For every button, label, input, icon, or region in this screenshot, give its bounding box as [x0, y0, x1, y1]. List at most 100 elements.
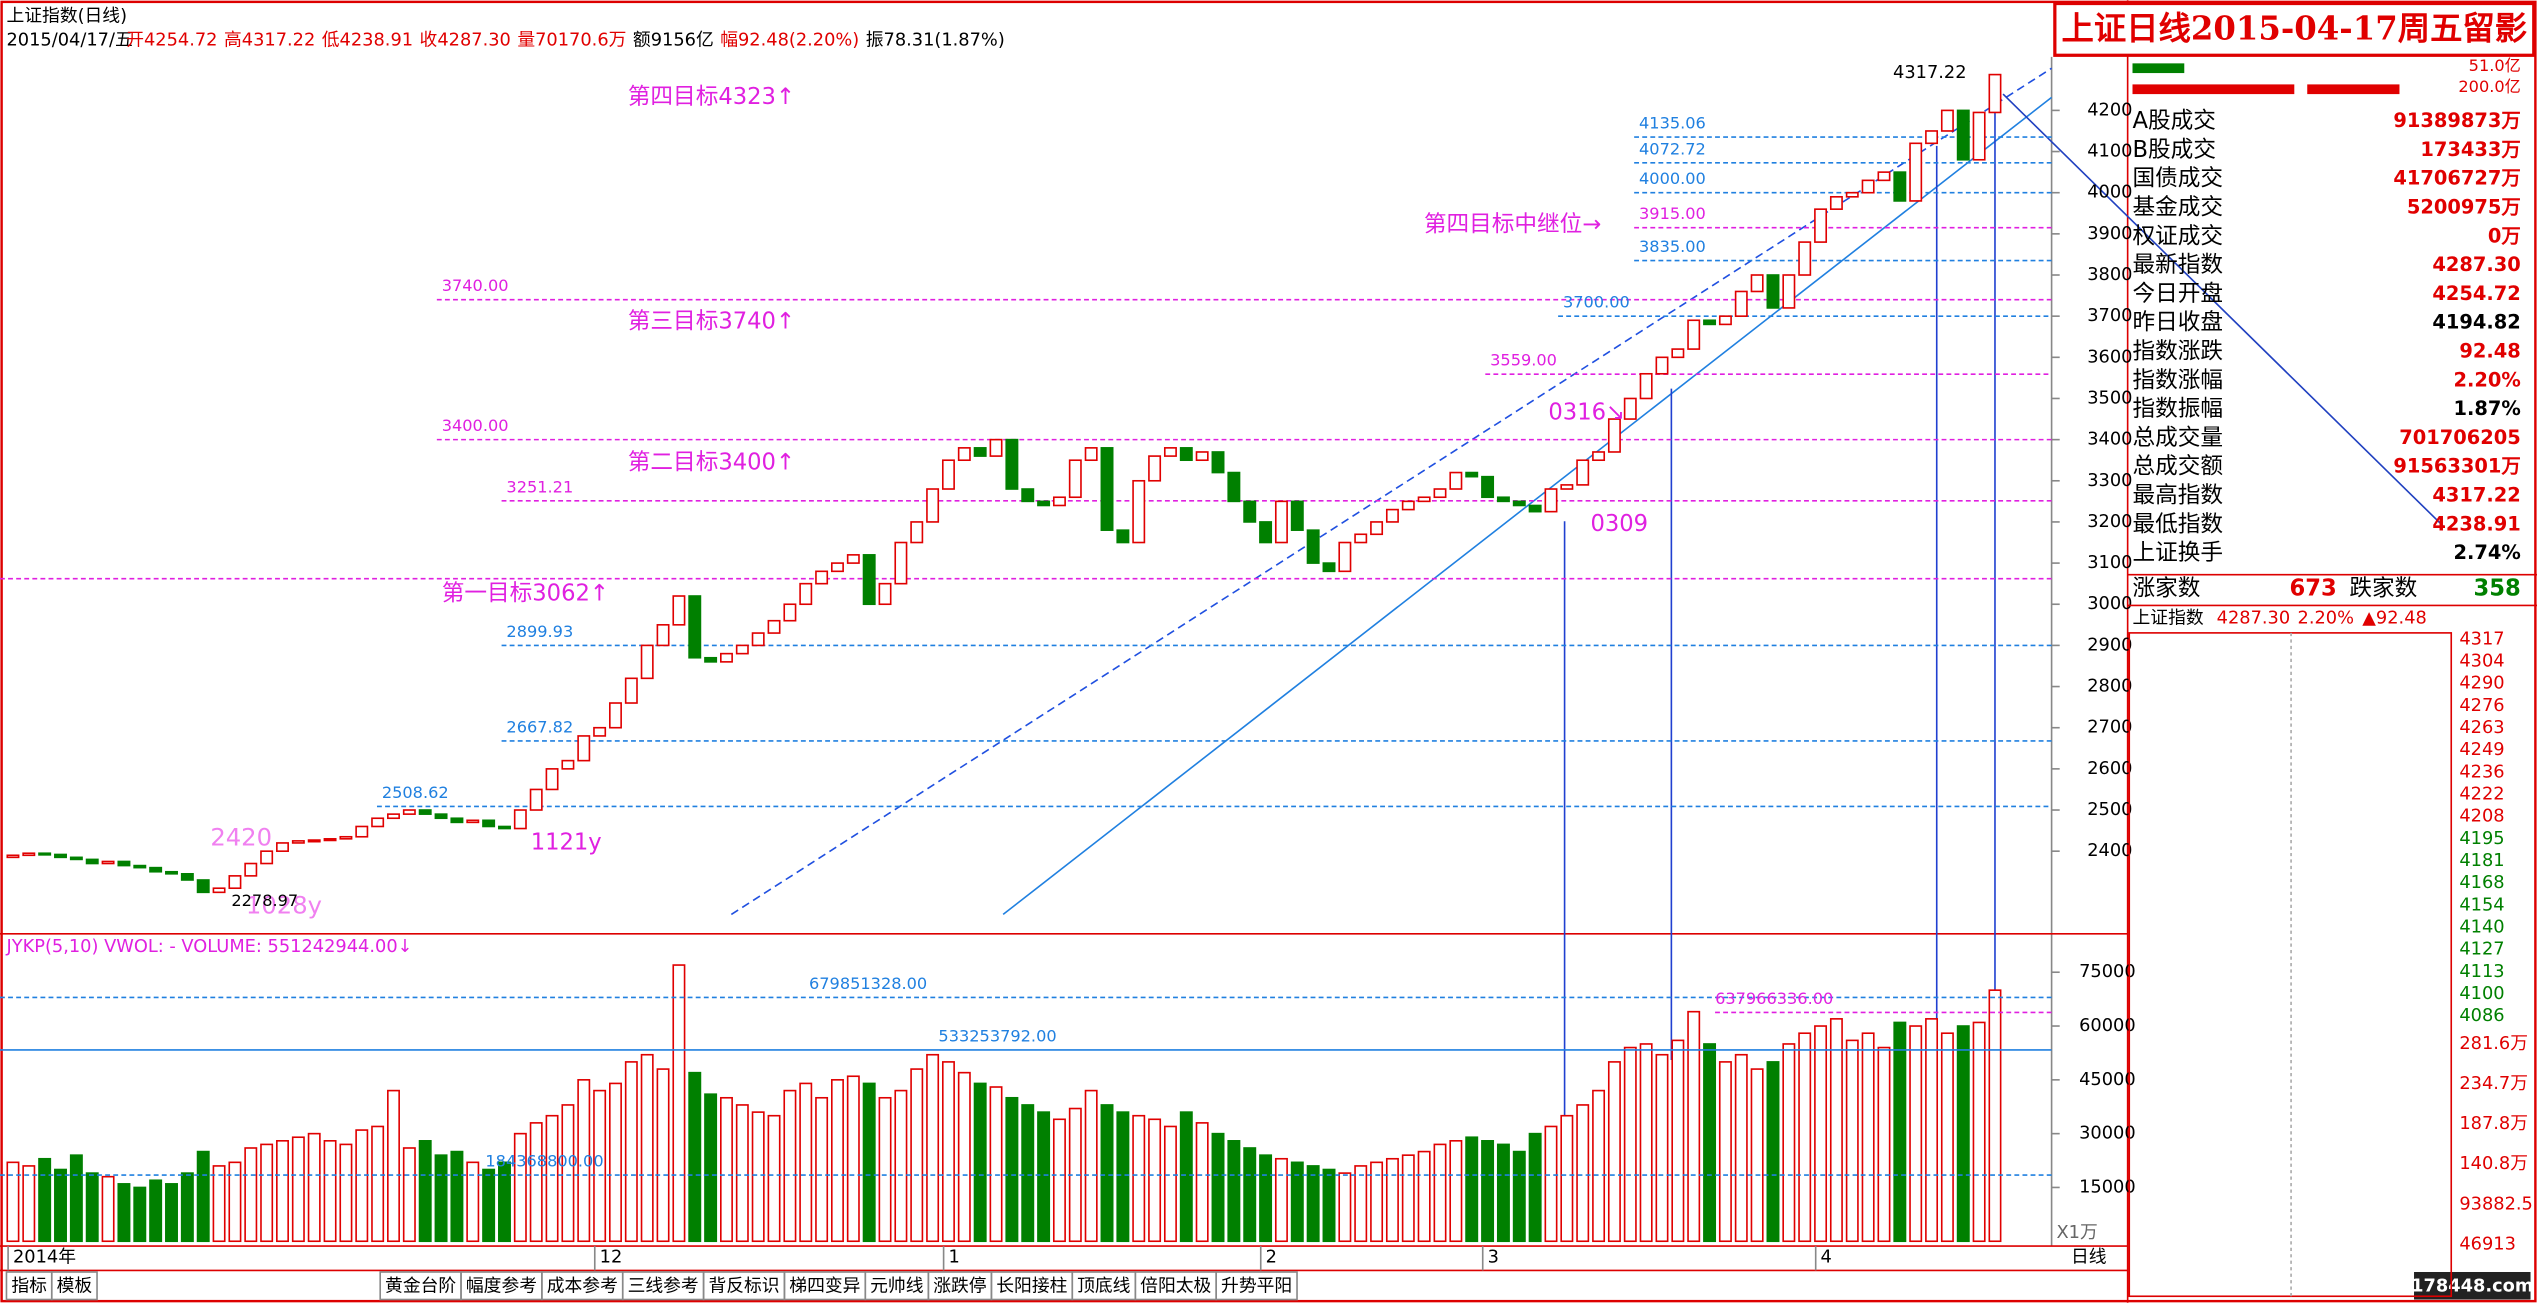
- intraday-price-label: 4290: [2459, 673, 2504, 694]
- volume-bar: [180, 1172, 194, 1243]
- candle: [767, 619, 781, 634]
- panel-label: 国债成交: [2133, 166, 2224, 192]
- intraday-price-label: 4100: [2459, 983, 2504, 1004]
- volume-bar: [482, 1168, 496, 1243]
- candle: [1576, 459, 1590, 486]
- panel-label: 上证换手: [2133, 540, 2224, 566]
- level-label: 3740.00: [442, 276, 509, 295]
- tab[interactable]: 梯四变异: [789, 1276, 860, 1297]
- tab[interactable]: 黄金台阶: [385, 1276, 456, 1297]
- tab[interactable]: 三线参考: [628, 1276, 699, 1297]
- tab[interactable]: 涨跌停: [933, 1276, 986, 1297]
- annotation: 1028y: [246, 890, 322, 919]
- candle: [180, 873, 194, 881]
- panel-value: 701706205: [2399, 426, 2521, 449]
- volume-bar: [577, 1079, 591, 1243]
- y-tick-label: 4200: [2087, 99, 2132, 120]
- trend-line: [1002, 96, 2053, 916]
- candle: [1623, 397, 1637, 420]
- volume-bar: [228, 1161, 242, 1243]
- y-tick-label: 2800: [2087, 676, 2132, 697]
- tab[interactable]: 指标: [11, 1276, 47, 1297]
- volume-bar: [989, 1086, 1003, 1243]
- volume-bar: [1512, 1150, 1526, 1243]
- candle: [1163, 447, 1177, 457]
- annotation: 1121y: [531, 830, 602, 856]
- tab[interactable]: 倍阳太极: [1140, 1276, 1211, 1297]
- y-tick-label: 3500: [2087, 387, 2132, 408]
- intraday-price-label: 4222: [2459, 784, 2504, 805]
- y-tick-label: 4000: [2087, 182, 2132, 203]
- volume-bar: [799, 1082, 813, 1243]
- pointer-line: [2002, 93, 2444, 527]
- volume-bar: [1750, 1068, 1764, 1243]
- annotation: 第二目标3400↑: [628, 450, 795, 476]
- tab[interactable]: 元帅线: [870, 1276, 924, 1297]
- candle: [1718, 315, 1732, 326]
- tab[interactable]: 升势平阳: [1221, 1276, 1292, 1297]
- volume-bar: [1703, 1043, 1717, 1243]
- volume-unit: X1万: [2056, 1222, 2097, 1243]
- volume-bar: [1227, 1140, 1241, 1243]
- candle: [1528, 504, 1542, 513]
- candle: [1592, 451, 1606, 462]
- candle: [276, 842, 289, 852]
- candle: [1512, 500, 1526, 507]
- candle: [1829, 196, 1843, 210]
- candle: [624, 677, 638, 704]
- volume-bar: [244, 1147, 258, 1243]
- header-item: 开4254.72: [126, 30, 217, 51]
- breadth: 跌家数: [2349, 576, 2417, 602]
- candle: [1370, 521, 1384, 536]
- volume-bar: [640, 1053, 654, 1243]
- tab-box[interactable]: [50, 1271, 98, 1301]
- candle: [799, 582, 813, 606]
- tab-box[interactable]: [1215, 1271, 1298, 1301]
- candle: [1782, 274, 1796, 309]
- volume-bar: [878, 1096, 892, 1243]
- tab[interactable]: 模板: [57, 1276, 93, 1297]
- bar-indicator: [2132, 84, 2295, 95]
- tab[interactable]: 成本参考: [547, 1276, 618, 1297]
- y-tick-label: 2600: [2087, 758, 2132, 779]
- panel-value: 2.74%: [2453, 541, 2520, 564]
- annotation: 第一目标3062↑: [442, 581, 609, 607]
- intraday-price-label: 4276: [2459, 695, 2504, 716]
- intraday-volume-label: 93882.5: [2459, 1193, 2533, 1214]
- candle: [1306, 529, 1320, 564]
- volume-bar: [1496, 1143, 1510, 1243]
- volume-bar: [387, 1089, 400, 1243]
- candle: [228, 875, 242, 890]
- candle: [973, 447, 987, 457]
- intraday-price-label: 4249: [2459, 739, 2504, 760]
- tab[interactable]: 幅度参考: [466, 1276, 537, 1297]
- candle: [1449, 471, 1463, 490]
- volume-bar: [688, 1071, 702, 1243]
- candle: [672, 595, 686, 626]
- intraday-price-label: 4317: [2459, 628, 2504, 649]
- volume-bar: [1877, 1046, 1891, 1243]
- candle: [783, 603, 797, 622]
- tab[interactable]: 顶底线: [1077, 1276, 1131, 1297]
- month-label: 2: [1266, 1246, 1277, 1267]
- level-label: 679851328.00: [809, 974, 927, 993]
- volume-bar: [54, 1168, 67, 1243]
- intraday-price-label: 4304: [2459, 651, 2504, 672]
- tab[interactable]: 长阳接柱: [996, 1276, 1067, 1297]
- candle: [561, 759, 575, 770]
- candle: [149, 866, 163, 873]
- intraday-price-label: 4181: [2459, 850, 2504, 871]
- volume-bar: [323, 1140, 337, 1243]
- annotation: 2420: [210, 822, 272, 851]
- candle: [1909, 142, 1923, 202]
- volume-bar: [1671, 1039, 1685, 1243]
- volume-bar: [1560, 1114, 1574, 1243]
- y-tick-label: 3400: [2087, 429, 2132, 450]
- candle: [1750, 274, 1764, 293]
- tab[interactable]: 背反标识: [708, 1276, 779, 1297]
- volume-bar: [1385, 1157, 1399, 1243]
- volume-bar: [1782, 1043, 1796, 1243]
- y-tick-label: 2700: [2087, 717, 2132, 738]
- candle: [878, 582, 892, 606]
